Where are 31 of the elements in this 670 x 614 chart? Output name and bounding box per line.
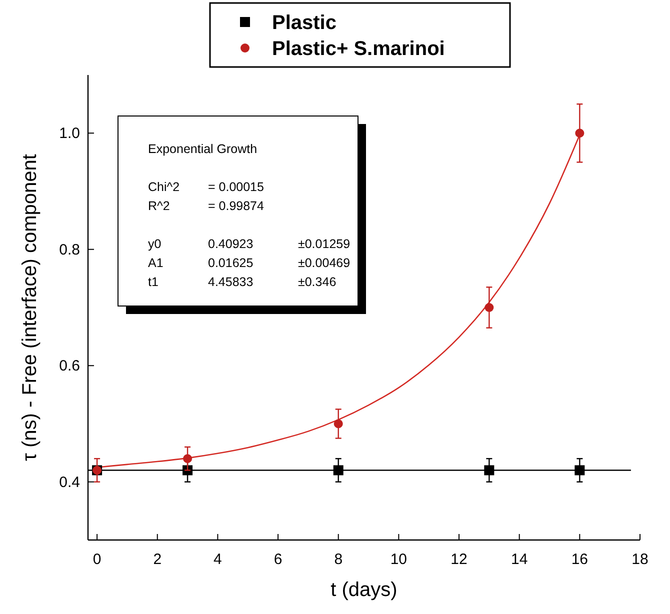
x-tick-label: 14 (511, 551, 528, 568)
y-axis-title: τ (ns) - Free (interface) component (19, 154, 41, 461)
x-tick-label: 12 (450, 551, 468, 568)
text: Chi^2 = 0.00015 (148, 180, 264, 194)
point (574, 465, 585, 476)
x-tick-label: 16 (571, 551, 588, 568)
x-tick-label: 6 (274, 551, 282, 568)
point (183, 454, 192, 464)
point (575, 128, 584, 138)
text: t1 4.45833 ±0.346 (148, 275, 336, 289)
x-tick-label: 4 (214, 551, 222, 568)
x-axis-title: t (days) (330, 579, 398, 601)
y-tick-label: 0.6 (59, 358, 80, 375)
x-tick-label: 0 (92, 551, 102, 568)
point (484, 465, 494, 476)
text: R^2 = 0.99874 (148, 199, 264, 213)
point (334, 419, 343, 428)
x-tick-label: 18 (632, 551, 648, 568)
text: y0 0.40923 ±0.01259 (148, 237, 350, 251)
legend-label: Plastic (272, 12, 336, 34)
point (333, 465, 344, 476)
x-tick-label: 10 (390, 551, 408, 568)
y-tick-label: 0.4 (59, 474, 80, 491)
legend-label: Plastic+ S.marinoi (272, 38, 445, 60)
x-tick-label: 2 (153, 551, 162, 568)
y-tick-label: 1.0 (59, 125, 80, 142)
y-tick-label: 0.8 (59, 241, 80, 258)
point (484, 303, 494, 312)
x-tick-label: 8 (334, 551, 343, 568)
annotation: Exponential Growth (148, 142, 258, 156)
text: A1 0.01625 ±0.00469 (148, 256, 350, 270)
